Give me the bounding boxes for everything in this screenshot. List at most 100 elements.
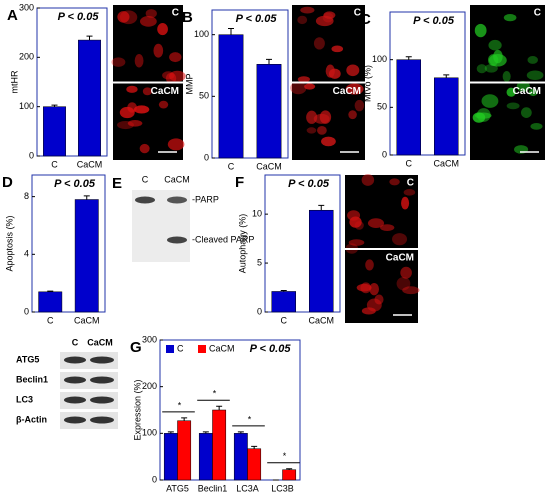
error-bar (443, 74, 450, 78)
cell (169, 52, 182, 63)
cell (297, 76, 310, 83)
lane-label: C (142, 174, 149, 184)
bar (309, 209, 334, 313)
band (135, 196, 155, 204)
micrograph-label: C (534, 8, 541, 19)
cell (481, 94, 499, 108)
bar (271, 291, 296, 313)
error-bar (181, 417, 188, 421)
cell (133, 105, 150, 114)
annotation: P < 0.05 (413, 15, 455, 27)
band-label: -PARP (192, 194, 219, 204)
cell (321, 136, 336, 147)
error-bar (318, 204, 325, 211)
cell (117, 120, 134, 130)
cell (157, 23, 168, 36)
lane-label: CaCM (164, 174, 190, 184)
cell (145, 9, 157, 18)
x-tick-label: LC3B (271, 483, 294, 493)
error-bar (280, 289, 287, 292)
bar (233, 433, 248, 481)
cell (402, 286, 420, 295)
cell (158, 100, 169, 109)
error-bar (83, 195, 90, 200)
y-tick-label: 0 (24, 306, 29, 316)
micrograph-label: C (354, 8, 361, 19)
plot-frame (211, 9, 289, 159)
error-bar (405, 56, 412, 60)
y-tick-label: 0 (382, 149, 387, 159)
cell (111, 57, 126, 67)
cell (367, 218, 385, 228)
micrograph-label: CaCM (513, 86, 541, 97)
cell (506, 102, 520, 110)
band-label: β-Actin (16, 414, 47, 424)
error-bar (228, 28, 234, 35)
cell (347, 210, 361, 221)
x-tick-label: CaCM (74, 315, 100, 325)
y-tick-label: 300 (142, 334, 157, 344)
cell (323, 11, 336, 19)
y-axis-label: MtVo (%) (362, 65, 372, 102)
bar (43, 106, 66, 157)
cell (530, 123, 543, 130)
y-tick-label: 0 (152, 474, 157, 484)
band-label: -Cleaved PARP (192, 234, 254, 244)
cell (313, 113, 330, 124)
bar (74, 199, 99, 313)
band (90, 356, 114, 364)
cell (325, 64, 335, 78)
cell (366, 298, 382, 312)
y-tick-label: 100 (142, 428, 157, 438)
micrograph-label: CaCM (333, 86, 361, 97)
blot (60, 412, 118, 429)
band (90, 416, 114, 424)
bar (247, 448, 262, 481)
error-bar (216, 405, 223, 410)
significance-marker: * (283, 451, 287, 461)
cell (361, 174, 375, 186)
cell (290, 81, 307, 95)
y-tick-label: 10 (252, 209, 262, 219)
cell (354, 221, 364, 230)
blot (60, 392, 118, 409)
cell (313, 37, 325, 50)
panel-letter: A (7, 7, 18, 24)
plot-frame (36, 7, 108, 157)
legend-swatch (166, 345, 174, 353)
cell (134, 54, 144, 68)
y-tick-label: 50 (199, 91, 209, 101)
bar (434, 77, 459, 156)
y-tick-label: 0 (257, 306, 262, 316)
y-tick-label: 0 (29, 150, 34, 160)
cell (476, 64, 487, 74)
error-bar (286, 468, 293, 470)
cell (306, 127, 317, 134)
cell (304, 83, 316, 90)
x-tick-label: CaCM (308, 315, 334, 325)
panel-letter: F (235, 174, 244, 191)
x-tick-label: C (406, 158, 413, 168)
bar (163, 433, 178, 481)
x-tick-label: CaCM (77, 159, 103, 169)
significance-marker: * (178, 400, 182, 410)
cell (153, 43, 164, 58)
cell (139, 143, 150, 154)
error-bar (167, 431, 174, 434)
cell (476, 108, 491, 122)
micrograph-label: C (407, 178, 414, 189)
annotation: P < 0.05 (54, 178, 96, 190)
panel-letter: G (130, 339, 142, 356)
band (64, 416, 86, 424)
cell (506, 87, 516, 97)
annotation: P < 0.05 (288, 178, 330, 190)
band (167, 196, 187, 204)
cell (297, 15, 308, 25)
y-tick-label: 100 (19, 101, 34, 111)
bar (198, 433, 213, 481)
cell (126, 85, 138, 93)
micrograph-label: CaCM (386, 253, 414, 264)
error-bar (202, 431, 209, 434)
band-label: Beclin1 (16, 374, 48, 384)
y-tick-label: 300 (19, 2, 34, 12)
